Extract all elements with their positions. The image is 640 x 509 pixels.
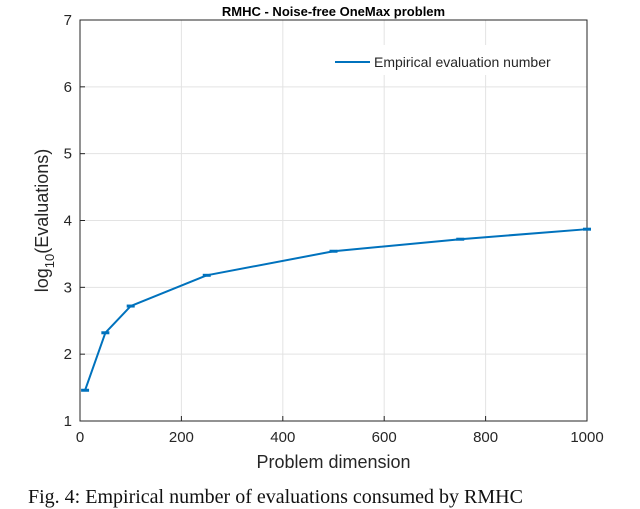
y-axis-label-rest: (Evaluations) <box>32 149 52 254</box>
chart: 0 200 400 600 800 1000 1 2 3 4 5 6 7 RMHC - Noise-fr… <box>32 4 604 472</box>
y-tick-label: 6 <box>64 79 72 96</box>
y-tick-label: 3 <box>64 279 72 296</box>
figure-caption: Fig. 4: Empirical number of evaluations … <box>28 486 523 508</box>
x-tick-label: 200 <box>169 429 194 446</box>
series-line <box>84 228 588 391</box>
axis-ticks: 0 200 400 600 800 1000 1 2 3 4 5 6 7 <box>64 12 604 446</box>
y-tick-label: 2 <box>64 346 72 363</box>
chart-title: RMHC - Noise-free OneMax problem <box>222 4 445 19</box>
y-axis-label-base: 10 <box>42 254 57 268</box>
grid-lines <box>79 19 588 422</box>
series-layer <box>81 227 591 392</box>
x-tick-label: 800 <box>473 429 498 446</box>
x-axis-label: Problem dimension <box>256 452 410 472</box>
x-tick-label: 0 <box>76 429 84 446</box>
legend-label: Empirical evaluation number <box>374 54 551 70</box>
x-tick-label: 400 <box>270 429 295 446</box>
x-tick-label: 1000 <box>570 429 603 446</box>
y-tick-label: 5 <box>64 146 72 163</box>
y-axis-label: log10(Evaluations) <box>32 149 57 293</box>
x-tick-label: 600 <box>372 429 397 446</box>
y-axis-label-log: log <box>32 268 52 292</box>
legend-box <box>330 45 580 75</box>
y-tick-label: 1 <box>64 413 72 430</box>
legend: Empirical evaluation number <box>330 45 580 75</box>
y-tick-label: 7 <box>64 12 72 29</box>
y-tick-label: 4 <box>64 213 72 230</box>
